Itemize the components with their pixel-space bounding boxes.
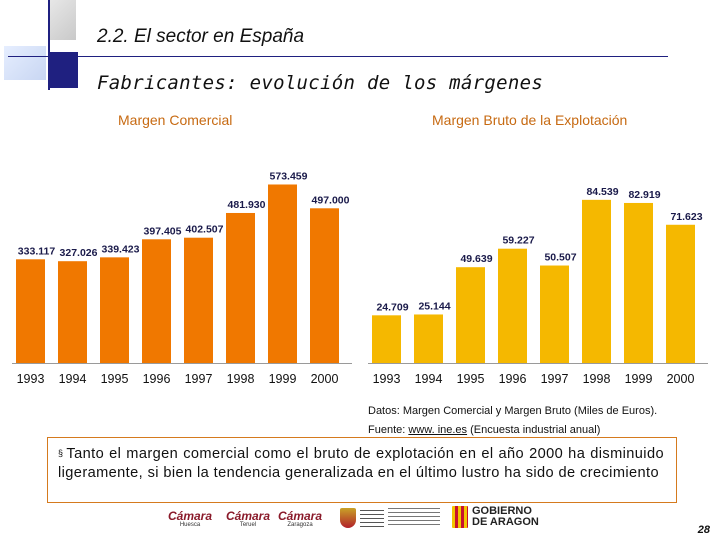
- margen-comercial-tick-label-1997: 1997: [185, 372, 213, 386]
- gobierno-aragon-logo: GOBIERNO DE ARAGON: [472, 506, 539, 528]
- gobierno-line-1: GOBIERNO: [472, 505, 532, 517]
- margen-bruto-bar-1995: [456, 267, 485, 363]
- margen-bruto-value-label-1995: 49.639: [460, 253, 492, 265]
- margen-bruto-value-label-2000: 71.623: [670, 211, 702, 223]
- decorative-square-light-blue: [4, 46, 46, 80]
- margen-comercial-value-label-1997: 402.507: [186, 224, 224, 236]
- margen-bruto-bar-1993: [372, 315, 401, 363]
- margen-comercial-bar-1993: [16, 259, 45, 363]
- camara-logo-name: Cámara: [278, 509, 323, 523]
- margen-bruto-value-label-1994: 25.144: [418, 300, 450, 312]
- margen-bruto-tick-label-1996: 1996: [499, 372, 527, 386]
- margen-comercial-bar-1997: [184, 237, 213, 363]
- margen-bruto-tick-label-1997: 1997: [541, 372, 569, 386]
- margen-comercial-bar-2000: [310, 208, 339, 363]
- margen-bruto-value-label-1997: 50.507: [544, 252, 576, 264]
- gobierno-line-2: DE ARAGON: [472, 516, 539, 528]
- conclusion-text: Tanto el margen comercial como el bruto …: [58, 446, 664, 481]
- margen-bruto-tick-label-2000: 2000: [667, 372, 695, 386]
- margen-bruto-value-label-1998: 84.539: [586, 186, 618, 198]
- margen-bruto-bar-1996: [498, 248, 527, 363]
- conclusion-box: § Tanto el margen comercial como el bruto…: [47, 437, 677, 503]
- margen-bruto-bar-2000: [666, 224, 695, 363]
- margen-comercial-tick-label-1993: 1993: [17, 372, 45, 386]
- margen-bruto-tick-label-1993: 1993: [373, 372, 401, 386]
- margen-comercial-tick-label-1996: 1996: [143, 372, 171, 386]
- camara-logo-city: Zaragoza: [287, 522, 313, 528]
- source-prefix: Fuente:: [368, 424, 409, 436]
- margen-bruto-tick-label-1999: 1999: [625, 372, 653, 386]
- margen-comercial-tick-label-1994: 1994: [59, 372, 87, 386]
- margen-comercial-tick-label-1999: 1999: [269, 372, 297, 386]
- camara-logo-name: Cámara: [226, 509, 271, 523]
- margen-comercial-tick-label-1995: 1995: [101, 372, 129, 386]
- margen-bruto-value-label-1999: 82.919: [628, 189, 660, 201]
- chart-title-margen-bruto: Margen Bruto de la Explotación: [432, 112, 628, 128]
- margen-bruto-tick-label-1998: 1998: [583, 372, 611, 386]
- camara-logo-city: Huesca: [179, 522, 201, 528]
- ministerio-text-block: [360, 510, 384, 528]
- camara-logo-name: Cámara: [168, 509, 213, 523]
- margen-comercial-bar-1995: [100, 257, 129, 363]
- data-note: Datos: Margen Comercial y Margen Bruto (…: [368, 405, 658, 417]
- margen-comercial-value-label-1995: 339.423: [102, 243, 140, 255]
- chart-margen-bruto: 24.709 1993 25.144 1994 49.639 1995 59.227 1996…: [368, 186, 708, 386]
- margen-comercial-bar-1996: [142, 239, 171, 363]
- camara-teruel-logo: Cámara Teruel: [226, 510, 270, 529]
- slide-subtitle: Fabricantes: evolución de los márgenes: [97, 72, 544, 94]
- margen-bruto-bar-1999: [624, 202, 653, 363]
- margen-bruto-bar-1994: [414, 314, 443, 363]
- decorative-square-gray: [48, 0, 76, 40]
- aragon-shield-icon: [452, 506, 468, 528]
- source-link[interactable]: www. ine.es: [408, 424, 468, 436]
- decorative-vertical-line: [48, 0, 50, 90]
- bullet-icon: §: [58, 448, 64, 458]
- margen-bruto-tick-label-1994: 1994: [415, 372, 443, 386]
- page-number: 28: [697, 524, 710, 536]
- source-note: Fuente: www. ine.es (Encuesta industrial…: [368, 424, 600, 436]
- camara-zaragoza-logo: Cámara Zaragoza: [278, 510, 322, 529]
- camara-huesca-logo: Cámara Huesca: [168, 510, 212, 529]
- section-title: 2.2. El sector en España: [97, 26, 305, 47]
- chart-margen-comercial: 333.117 1993 327.026 1994 339.423 1995 397.405…: [12, 170, 352, 386]
- chart-title-margen-comercial: Margen Comercial: [118, 112, 233, 128]
- source-suffix: (Encuesta industrial anual): [467, 424, 601, 436]
- margen-comercial-value-label-1999: 573.459: [270, 170, 308, 182]
- margen-comercial-tick-label-1998: 1998: [227, 372, 255, 386]
- margen-bruto-value-label-1993: 24.709: [376, 301, 408, 313]
- margen-bruto-value-label-1996: 59.227: [502, 235, 534, 247]
- margen-bruto-bar-1998: [582, 199, 611, 363]
- ministerio-shield-icon: [340, 508, 356, 528]
- margen-comercial-bar-1994: [58, 261, 87, 363]
- decorative-square-navy: [48, 52, 78, 88]
- margen-comercial-value-label-1998: 481.930: [228, 199, 266, 211]
- secretaria-text-block: [388, 508, 440, 528]
- margen-comercial-tick-label-2000: 2000: [311, 372, 339, 386]
- margen-comercial-value-label-1993: 333.117: [18, 245, 56, 257]
- camara-logo-city: Teruel: [239, 522, 257, 528]
- decorative-horizontal-line: [8, 56, 668, 57]
- margen-comercial-bar-1999: [268, 184, 297, 363]
- margen-bruto-tick-label-1995: 1995: [457, 372, 485, 386]
- margen-comercial-value-label-2000: 497.000: [312, 194, 350, 206]
- margen-bruto-bar-1997: [540, 265, 569, 363]
- margen-comercial-bar-1998: [226, 212, 255, 363]
- margen-comercial-value-label-1996: 397.405: [144, 225, 182, 237]
- margen-comercial-value-label-1994: 327.026: [60, 247, 98, 259]
